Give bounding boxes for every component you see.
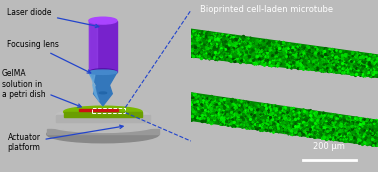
- Polygon shape: [191, 29, 378, 77]
- Text: Actuator
platform: Actuator platform: [8, 125, 123, 152]
- Text: Laser diode: Laser diode: [8, 8, 99, 28]
- Ellipse shape: [56, 108, 150, 122]
- Ellipse shape: [64, 106, 142, 117]
- Text: Bioprinted cell-laden microtube: Bioprinted cell-laden microtube: [200, 5, 333, 14]
- Ellipse shape: [47, 115, 159, 132]
- Polygon shape: [89, 72, 99, 101]
- Polygon shape: [47, 129, 159, 134]
- Text: 200 μm: 200 μm: [313, 142, 345, 151]
- Ellipse shape: [89, 69, 117, 76]
- Ellipse shape: [89, 70, 117, 74]
- Polygon shape: [79, 109, 118, 111]
- Polygon shape: [89, 21, 117, 72]
- Polygon shape: [89, 72, 117, 106]
- Text: Focusing lens: Focusing lens: [8, 40, 91, 73]
- Ellipse shape: [89, 17, 117, 24]
- Ellipse shape: [47, 126, 159, 143]
- Polygon shape: [64, 112, 142, 117]
- Polygon shape: [89, 21, 97, 72]
- Text: GelMA
solution in
a petri dish: GelMA solution in a petri dish: [2, 69, 81, 107]
- Polygon shape: [56, 115, 150, 122]
- Polygon shape: [191, 93, 378, 146]
- Ellipse shape: [99, 92, 107, 94]
